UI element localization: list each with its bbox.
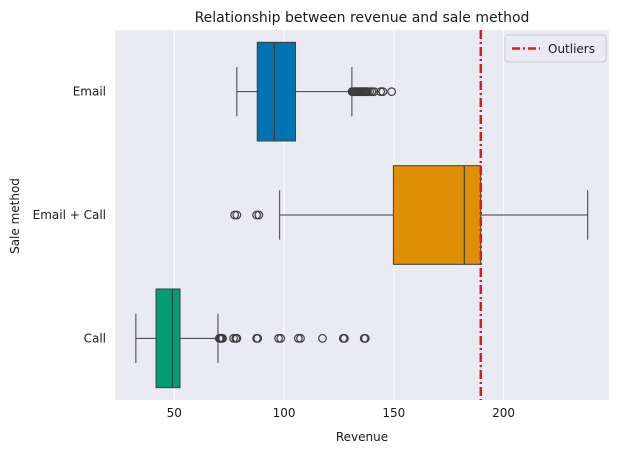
box-iqr — [256, 41, 296, 142]
outlier-point — [318, 333, 327, 343]
x-tick-label: 200 — [492, 406, 515, 420]
outlier-point — [254, 210, 264, 220]
box-iqr — [155, 288, 181, 389]
outlier-point — [218, 333, 227, 343]
outlier-point — [232, 333, 242, 343]
x-tick-label: 150 — [382, 406, 405, 420]
x-tick-label: 50 — [167, 406, 182, 420]
box-group — [135, 288, 370, 389]
y-tick-label: Email — [73, 85, 106, 99]
outlier-point — [378, 87, 388, 97]
legend-label-outliers: Outliers — [548, 42, 595, 56]
y-axis-label: Sale method — [8, 178, 22, 254]
outlier-point — [369, 87, 379, 97]
chart-title: Relationship between revenue and sale me… — [195, 10, 530, 26]
outlier-point — [340, 333, 349, 343]
y-tick-label: Call — [84, 331, 106, 345]
x-tick-label: 100 — [273, 406, 296, 420]
outlier-point — [296, 333, 305, 343]
outlier-point — [253, 333, 263, 343]
box-group — [230, 165, 589, 265]
box-iqr — [392, 165, 482, 265]
legend-box — [504, 34, 607, 63]
outlier-point — [232, 210, 242, 220]
y-tick-label: Email + Call — [33, 208, 106, 222]
legend: Outliers — [504, 34, 607, 63]
boxes — [135, 41, 589, 389]
x-axis-label: Revenue — [336, 430, 388, 444]
outlier-point — [276, 333, 286, 343]
tick-labels: 50 100 150 200 Email Email + Call Call — [33, 85, 515, 420]
outlier-point — [387, 87, 397, 97]
box-group — [236, 41, 397, 142]
outlier-point — [360, 333, 370, 343]
